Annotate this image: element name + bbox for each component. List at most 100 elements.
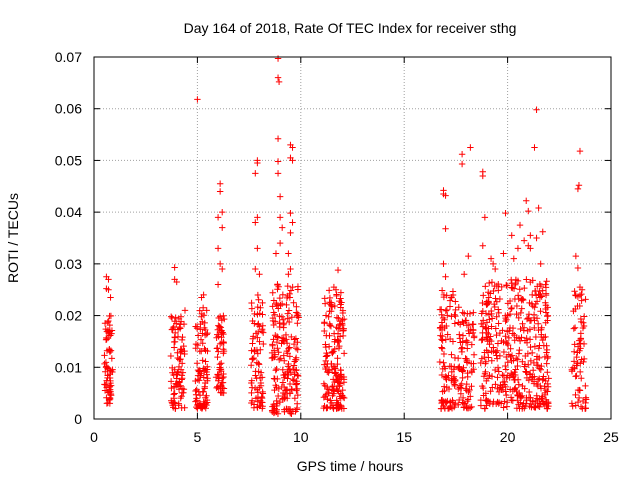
data-point [278,300,286,308]
data-point [519,358,526,365]
data-point [523,197,530,204]
data-point [523,369,530,376]
data-point [483,402,490,409]
data-point [220,385,228,392]
data-point [535,204,542,212]
data-point [570,358,578,365]
y-tick-label: 0.02 [55,308,82,324]
data-point [293,380,301,387]
data-point [337,289,345,296]
data-point [215,375,223,382]
data-point [177,345,184,353]
data-point [530,311,538,318]
data-point [193,360,201,367]
data-point [537,307,544,315]
data-point [286,344,293,351]
data-point [441,365,449,372]
data-point [574,264,582,272]
data-point [274,170,282,177]
data-point [539,287,546,294]
data-point [257,304,264,311]
data-point [572,252,580,260]
data-point [572,373,579,380]
data-point [441,316,448,323]
data-point [529,398,536,406]
data-point [495,306,502,313]
data-point [178,336,186,344]
data-point [290,299,297,306]
data-point [271,386,278,394]
data-point [336,382,343,389]
data-point [543,360,550,367]
data-point [438,336,445,343]
data-point [218,339,226,347]
chart-title: Day 164 of 2018, Rate Of TEC Index for r… [184,20,517,36]
data-point [521,363,528,370]
data-point [533,234,540,242]
data-point [544,317,551,324]
data-point [507,370,515,377]
data-point [201,319,208,327]
data-point [218,360,225,367]
data-point [479,323,487,330]
data-point [574,185,582,193]
data-point [287,369,295,377]
axis-ticks: 0 5 10 15 20 25 0 0.01 0.02 0.03 0.04 0.05 0.06 0.07 [55,49,619,445]
data-point [521,284,528,292]
data-point [536,396,543,403]
data-point [204,363,211,371]
y-tick-label: 0.04 [55,204,82,220]
data-point [577,330,585,337]
data-point [192,377,199,385]
data-point [578,286,586,293]
data-point [488,315,496,322]
data-point [335,377,342,385]
data-point [106,321,113,329]
data-point [326,308,333,315]
y-tick-label: 0 [74,411,82,427]
data-point [248,389,255,397]
data-point [254,334,261,341]
data-point [248,399,255,407]
data-point [249,340,256,347]
data-point [334,354,341,362]
data-point [448,363,455,370]
data-point [270,402,278,410]
data-point [512,366,519,373]
data-point [294,371,301,379]
data-point [518,305,525,312]
data-point [287,265,294,273]
data-point [255,360,262,367]
y-tick-label: 0.01 [55,359,82,375]
data-point [173,278,180,286]
data-point [200,312,208,319]
data-point [168,384,175,392]
data-point [197,336,205,343]
data-point [255,361,263,368]
data-point [202,404,209,412]
data-point [202,358,209,365]
data-point [196,377,203,384]
data-point [255,320,262,328]
data-point [532,397,539,405]
data-point [328,348,336,356]
data-point [572,402,579,409]
data-point [292,354,300,361]
data-point [511,385,518,393]
data-point [437,332,444,339]
data-point [465,330,473,337]
data-point [101,352,108,359]
data-point [531,304,538,311]
data-point [170,323,177,331]
data-point [203,307,210,314]
data-point [198,348,205,355]
data-point [468,383,475,390]
data-point [438,319,446,326]
data-point [456,331,463,338]
data-point [574,302,581,310]
data-point [543,349,550,356]
data-point [201,400,208,408]
data-point [496,295,504,303]
data-point [196,368,204,375]
data-point [107,312,115,320]
